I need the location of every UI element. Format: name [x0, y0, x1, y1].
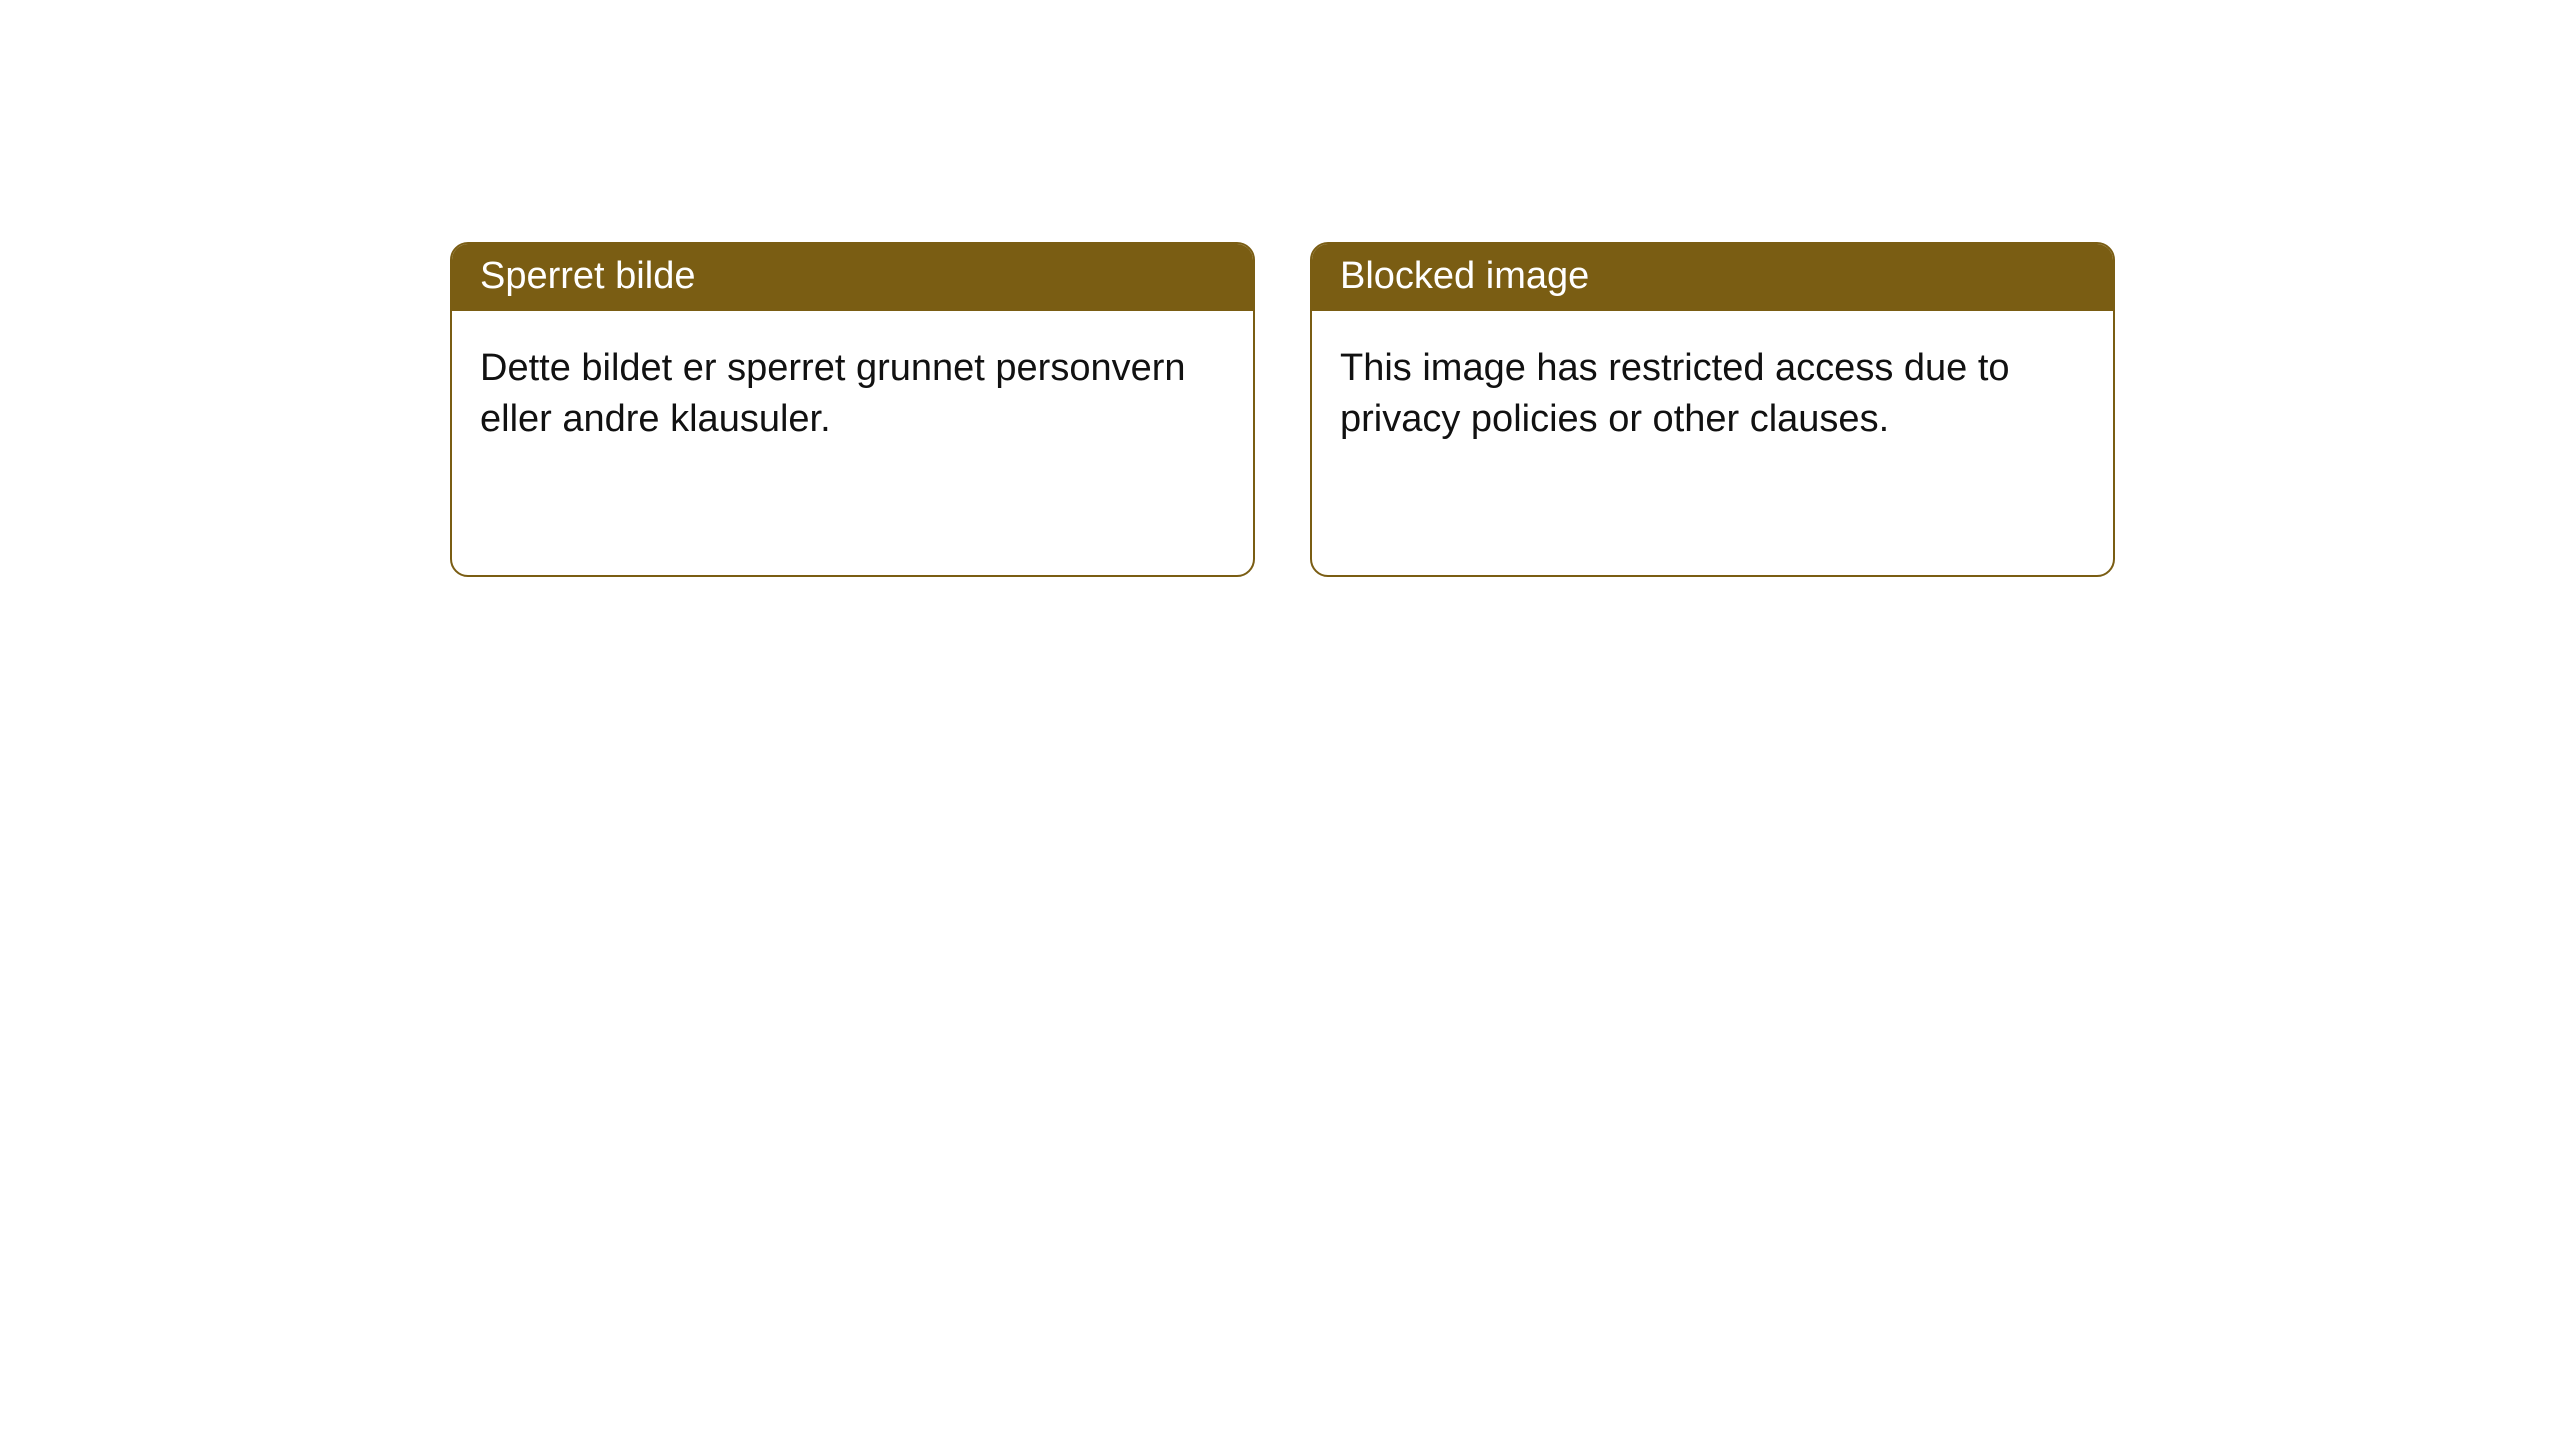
notice-header: Blocked image [1312, 244, 2113, 311]
notice-body: This image has restricted access due to … [1312, 311, 2113, 478]
notice-box-english: Blocked image This image has restricted … [1310, 242, 2115, 577]
notice-header: Sperret bilde [452, 244, 1253, 311]
notice-box-norwegian: Sperret bilde Dette bildet er sperret gr… [450, 242, 1255, 577]
notice-title: Blocked image [1340, 255, 1589, 297]
notice-body-text: This image has restricted access due to … [1340, 347, 2010, 440]
notice-title: Sperret bilde [480, 255, 695, 297]
notice-container: Sperret bilde Dette bildet er sperret gr… [450, 242, 2115, 577]
notice-body: Dette bildet er sperret grunnet personve… [452, 311, 1253, 478]
notice-body-text: Dette bildet er sperret grunnet personve… [480, 347, 1186, 440]
